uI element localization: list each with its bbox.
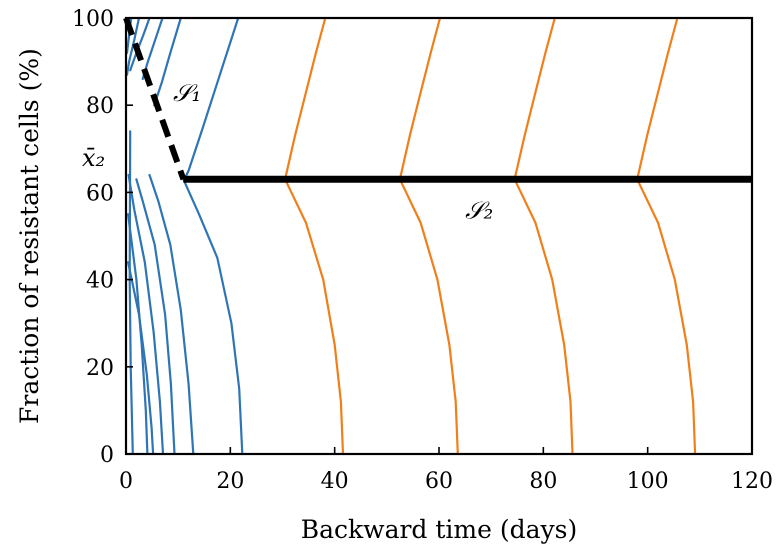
x-tick-label: 60 [425,469,453,494]
plot-frame [124,16,754,456]
y-tick-label: 60 [86,181,114,206]
blue-trajectory-5 [183,16,240,181]
blue-trajectory-9 [127,173,165,456]
x-axis-title: Backward time (days) [301,515,578,544]
y-tick-label: 0 [100,443,114,468]
x-tick-label: 100 [627,469,669,494]
annotation-0: 𝒮₁ [173,79,201,107]
blue-trajectory-2 [129,16,151,72]
orange-trajectory-17 [284,16,327,181]
x-tick-label: 80 [529,469,557,494]
boundaries-layer [123,16,752,183]
orange-trajectory-16 [636,178,697,456]
orange-trajectory-13 [284,178,345,456]
ticks-layer: 0 20 40 60 80 100 120 0 20 40 60 80 100 [72,7,773,494]
annotations-layer: 𝒮₁ 𝒮₂ x̄₂ [82,79,493,225]
y-tick-label: 80 [86,94,114,119]
y-tick-label: 20 [86,356,114,381]
blue-trajectory-11 [148,173,195,456]
annotation-1: 𝒮₂ [465,197,493,225]
blue-trajectory-6 [128,130,134,456]
orange-trajectory-15 [513,178,574,456]
blue-trajectory-10 [135,178,176,456]
blue-trajectory-12 [182,178,244,456]
blue-trajectory-4 [153,16,182,107]
orange-trajectory-14 [398,178,459,456]
orange-trajectory-18 [398,16,442,181]
x-tick-label: 120 [731,469,773,494]
blue-trajectory-7 [127,213,149,456]
x-tick-label: 0 [119,469,133,494]
blue-trajectory-1 [125,16,141,76]
boundary-s1 [123,16,187,181]
x-tick-label: 40 [321,469,349,494]
x-tick-label: 20 [216,469,244,494]
y-tick-label: 100 [72,7,114,32]
orange-trajectory-19 [513,16,556,181]
curves-layer [125,16,697,456]
blue-trajectory-8 [127,261,155,456]
y-tick-label: 40 [86,269,114,294]
y-axis-title: Fraction of resistant cells (%) [15,48,44,424]
orange-trajectory-20 [636,16,679,181]
annotation-2: x̄₂ [82,144,105,172]
